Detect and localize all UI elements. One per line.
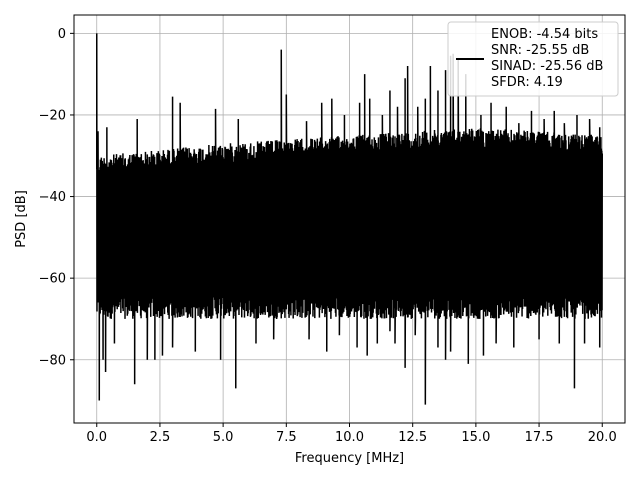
y-tick-label: −40	[39, 190, 66, 205]
legend-entry-enob: ENOB: -4.54 bits	[491, 27, 598, 42]
y-tick-label: −20	[39, 108, 66, 123]
legend-box	[447, 21, 619, 97]
y-axis: 0 −20 −40 −60 −80	[39, 27, 74, 368]
legend-entry-sfdr: SFDR: 4.19	[491, 75, 563, 90]
x-tick-label: 20.0	[588, 430, 617, 445]
y-tick-label: −60	[39, 272, 66, 287]
y-tick-label: 0	[58, 27, 66, 42]
x-tick-label: 0.0	[86, 430, 107, 445]
y-axis-label: PSD [dB]	[14, 190, 29, 248]
x-tick-label: 15.0	[461, 430, 490, 445]
legend-entry-sinad: SINAD: -25.56 dB	[491, 59, 603, 74]
legend-entry-snr: SNR: -25.55 dB	[491, 43, 589, 58]
x-tick-label: 5.0	[213, 430, 234, 445]
x-tick-label: 7.5	[276, 430, 297, 445]
x-tick-label: 2.5	[150, 430, 171, 445]
x-tick-label: 10.0	[335, 430, 364, 445]
plot-area	[96, 33, 603, 405]
x-axis: 0.0 2.5 5.0 7.5 10.0 12.5 15.0 17.5 20.0	[86, 423, 617, 445]
x-tick-label: 17.5	[525, 430, 554, 445]
x-tick-label: 12.5	[398, 430, 427, 445]
y-tick-label: −80	[39, 353, 66, 368]
legend: ENOB: -4.54 bits SNR: -25.55 dB SINAD: -…	[447, 21, 619, 97]
x-axis-label: Frequency [MHz]	[295, 451, 404, 466]
psd-series-line	[96, 33, 603, 405]
